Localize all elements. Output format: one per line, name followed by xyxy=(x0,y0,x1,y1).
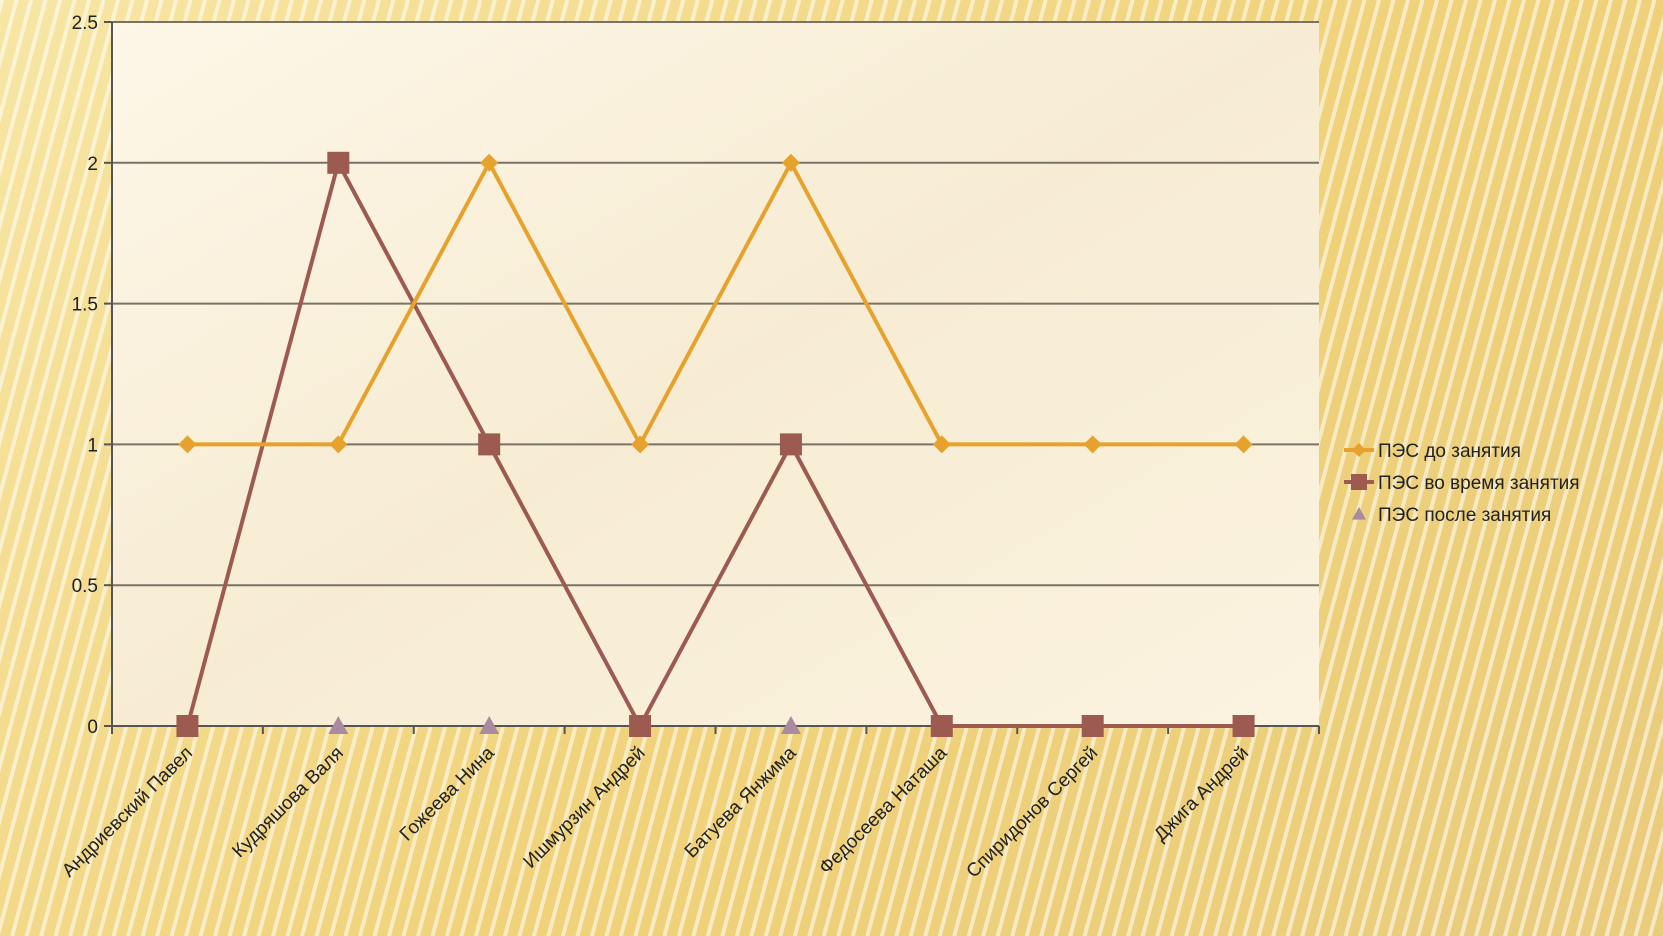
data-point-square xyxy=(779,433,802,456)
plot-area xyxy=(112,22,1319,726)
data-point-diamond xyxy=(781,153,800,172)
y-axis: 0 0.5 1 1.5 2 2.5 xyxy=(72,13,113,738)
series-group xyxy=(176,151,1255,737)
legend-label: ПЭС после занятия xyxy=(1378,505,1551,526)
data-point-square xyxy=(478,433,501,456)
series-line xyxy=(187,158,1244,449)
y-tick-label: 0 xyxy=(87,717,98,738)
data-point-square xyxy=(1081,715,1104,737)
data-point-square xyxy=(1232,715,1255,737)
y-tick-label: 1.5 xyxy=(72,295,98,316)
x-tick-label: Батуева Янжима xyxy=(681,742,801,862)
legend-item-1: ПЭС до занятия xyxy=(1344,441,1521,462)
data-point-square xyxy=(1351,474,1367,490)
data-point-diamond xyxy=(480,153,499,172)
legend-label: ПЭС во время занятия xyxy=(1378,473,1580,494)
data-point-square xyxy=(176,715,199,737)
series-1 xyxy=(178,153,1253,454)
data-point-triangle xyxy=(1352,507,1366,520)
y-tick-label: 2 xyxy=(87,154,98,175)
data-point-square xyxy=(930,715,953,737)
data-point-diamond xyxy=(178,435,197,454)
x-tick-label: Спиридонов Сергей xyxy=(963,743,1103,883)
series-2 xyxy=(176,151,1255,737)
x-tick-label: Джига Андрей xyxy=(1150,743,1253,846)
x-tick-label: Андриевский Павел xyxy=(58,743,197,882)
data-point-square xyxy=(629,715,652,737)
y-tick-label: 2.5 xyxy=(72,13,98,34)
x-tick-label: Гожеева Нина xyxy=(396,742,499,845)
data-point-triangle xyxy=(328,716,349,734)
x-axis: Андриевский Павел Кудряшова Валя Гожеева Н… xyxy=(58,725,1320,883)
y-tick-label: 1 xyxy=(87,435,98,456)
data-point-diamond xyxy=(1352,443,1366,457)
legend-label: ПЭС до занятия xyxy=(1378,441,1521,462)
series-line xyxy=(185,157,1244,731)
data-point-diamond xyxy=(932,435,951,454)
y-tick-label: 0.5 xyxy=(72,576,98,597)
x-tick-label: Кудряшова Валя xyxy=(228,743,347,862)
legend: ПЭС до занятия ПЭС во время занятия ПЭС по… xyxy=(1344,441,1580,526)
legend-item-2: ПЭС во время занятия xyxy=(1344,473,1580,494)
data-point-triangle xyxy=(780,716,801,734)
data-point-diamond xyxy=(1083,435,1102,454)
x-tick-label: Ишмурзин Андрей xyxy=(520,743,650,873)
x-tick-label: Федосеева Наташа xyxy=(815,742,951,878)
data-point-diamond xyxy=(1234,435,1253,454)
data-point-square xyxy=(327,151,350,174)
data-point-diamond xyxy=(631,435,650,454)
data-point-triangle xyxy=(479,716,500,734)
data-point-diamond xyxy=(329,435,348,454)
legend-item-3: ПЭС после занятия xyxy=(1352,505,1551,526)
